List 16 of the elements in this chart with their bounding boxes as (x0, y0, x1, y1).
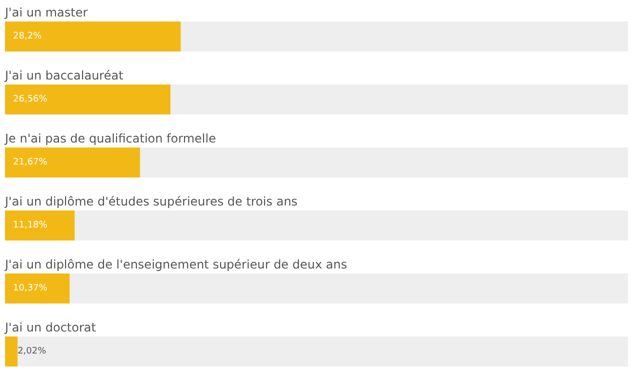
data-label: 2,02% (18, 346, 47, 356)
data-label: 28,2% (13, 32, 42, 42)
y-tick-label: J'ai un diplôme d'études supérieures de trois ans (4, 194, 298, 208)
y-tick-label: J'ai un doctorat (4, 320, 96, 334)
y-tick-label: J'ai un master (4, 6, 88, 20)
data-label: 10,37% (13, 284, 48, 294)
data-label: 11,18% (13, 220, 48, 230)
y-tick-label: J'ai un diplôme de l'enseignement supérieur de deux ans (4, 258, 348, 272)
bar (5, 210, 75, 240)
bar (5, 274, 70, 304)
y-tick-label: Je n'ai pas de qualification formelle (4, 132, 216, 146)
bar (5, 148, 140, 178)
data-label: 26,56% (13, 94, 48, 104)
data-label: 21,67% (13, 158, 48, 168)
bar (5, 336, 18, 366)
y-tick-label: J'ai un baccalauréat (4, 68, 124, 82)
